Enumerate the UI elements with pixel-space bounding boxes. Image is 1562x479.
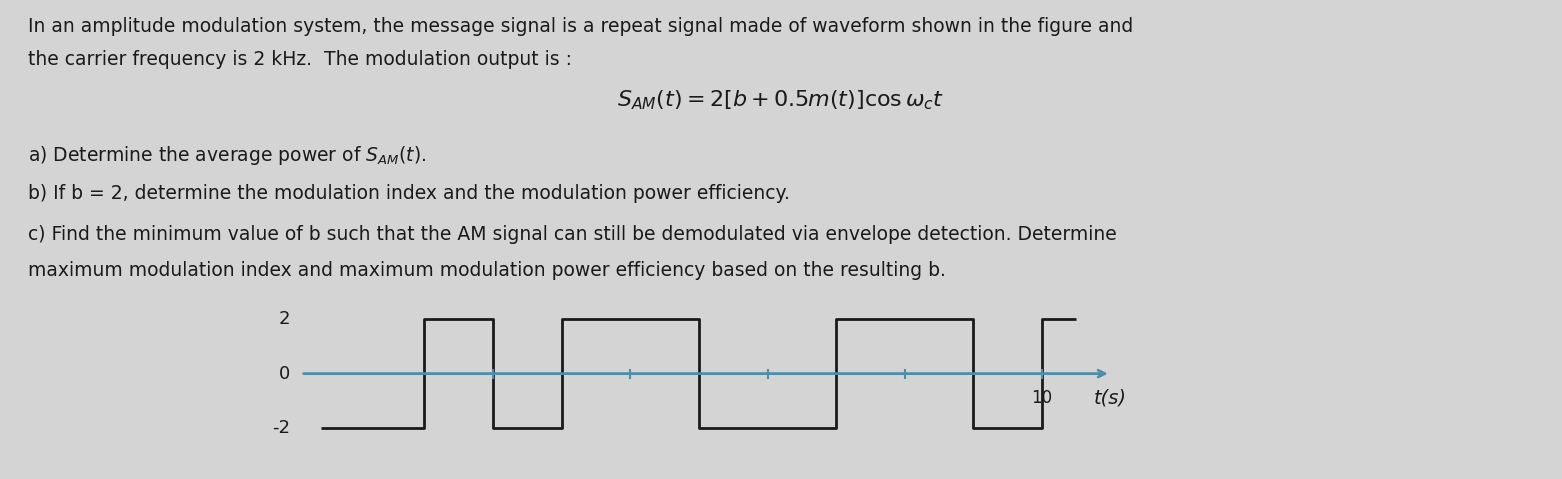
Text: t(s): t(s): [1093, 388, 1128, 408]
Text: c) Find the minimum value of b such that the AM signal can still be demodulated : c) Find the minimum value of b such that…: [28, 225, 1117, 244]
Text: $S_{AM}(t)=2\left[b+0.5m(t)\right]\cos\omega_c t$: $S_{AM}(t)=2\left[b+0.5m(t)\right]\cos\o…: [617, 89, 945, 112]
Text: 0: 0: [280, 365, 291, 383]
Text: 10: 10: [1031, 388, 1053, 407]
Text: In an amplitude modulation system, the message signal is a repeat signal made of: In an amplitude modulation system, the m…: [28, 17, 1134, 36]
Text: 2: 2: [280, 310, 291, 328]
Text: -2: -2: [272, 419, 291, 437]
Text: b) If b = 2, determine the modulation index and the modulation power efficiency.: b) If b = 2, determine the modulation in…: [28, 184, 790, 204]
Text: the carrier frequency is 2 kHz.  The modulation output is :: the carrier frequency is 2 kHz. The modu…: [28, 50, 572, 69]
Text: maximum modulation index and maximum modulation power efficiency based on the re: maximum modulation index and maximum mod…: [28, 261, 947, 280]
Text: a) Determine the average power of $S_{AM}(t)$.: a) Determine the average power of $S_{AM…: [28, 144, 426, 167]
